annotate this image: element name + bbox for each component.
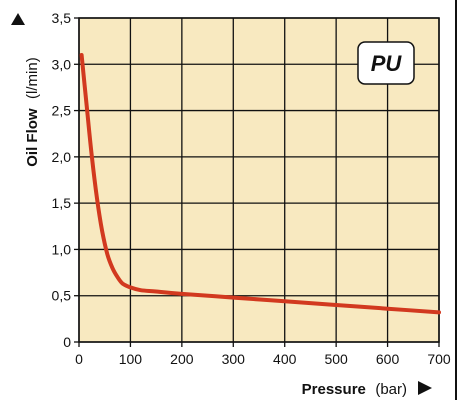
plot-frame bbox=[78, 17, 440, 343]
pu-badge-label: PU bbox=[371, 51, 403, 76]
x-tick-label: 100 bbox=[119, 351, 143, 367]
y-axis-label: Oil Flow bbox=[24, 108, 41, 167]
y-axis-unit: (l/min) bbox=[24, 57, 41, 99]
x-tick-label: 200 bbox=[170, 351, 194, 367]
oil-flow-chart: 0 100 200 300 400 500 600 700 0 0,5 1,0 1,5 2,0 2,5 3… bbox=[11, 10, 451, 398]
x-axis-unit: (bar) bbox=[375, 381, 407, 398]
x-tick-label: 700 bbox=[427, 351, 451, 367]
x-tick-label: 500 bbox=[324, 351, 348, 367]
x-tick-label: 300 bbox=[222, 351, 246, 367]
y-tick-label: 1,0 bbox=[52, 241, 72, 257]
series-line bbox=[79, 53, 441, 315]
y-tick-label: 3,5 bbox=[52, 10, 72, 26]
y-axis-arrow-icon bbox=[11, 13, 25, 25]
y-tick-label: 2,0 bbox=[52, 149, 72, 165]
y-tick-labels: 0 0,5 1,0 1,5 2,0 2,5 3,0 3,5 bbox=[52, 10, 72, 350]
x-axis-title: Pressure (bar) bbox=[302, 381, 407, 398]
pu-badge: PU bbox=[357, 41, 415, 85]
y-tick-label: 1,5 bbox=[52, 195, 72, 211]
x-tick-label: 400 bbox=[273, 351, 297, 367]
x-tick-label: 0 bbox=[75, 351, 83, 367]
y-tick-label: 2,5 bbox=[52, 103, 72, 119]
pu-badge-box bbox=[357, 41, 415, 85]
x-axis-arrow-icon bbox=[418, 381, 432, 395]
x-tick-label: 600 bbox=[376, 351, 400, 367]
y-tick-label: 0,5 bbox=[52, 288, 72, 304]
y-tick-label: 0 bbox=[63, 334, 71, 350]
right-border bbox=[455, 0, 466, 400]
x-tick-labels: 0 100 200 300 400 500 600 700 bbox=[75, 351, 451, 367]
y-tick-label: 3,0 bbox=[52, 56, 72, 72]
y-axis-title: Oil Flow (l/min) bbox=[24, 57, 41, 166]
x-axis-label: Pressure bbox=[302, 381, 366, 398]
